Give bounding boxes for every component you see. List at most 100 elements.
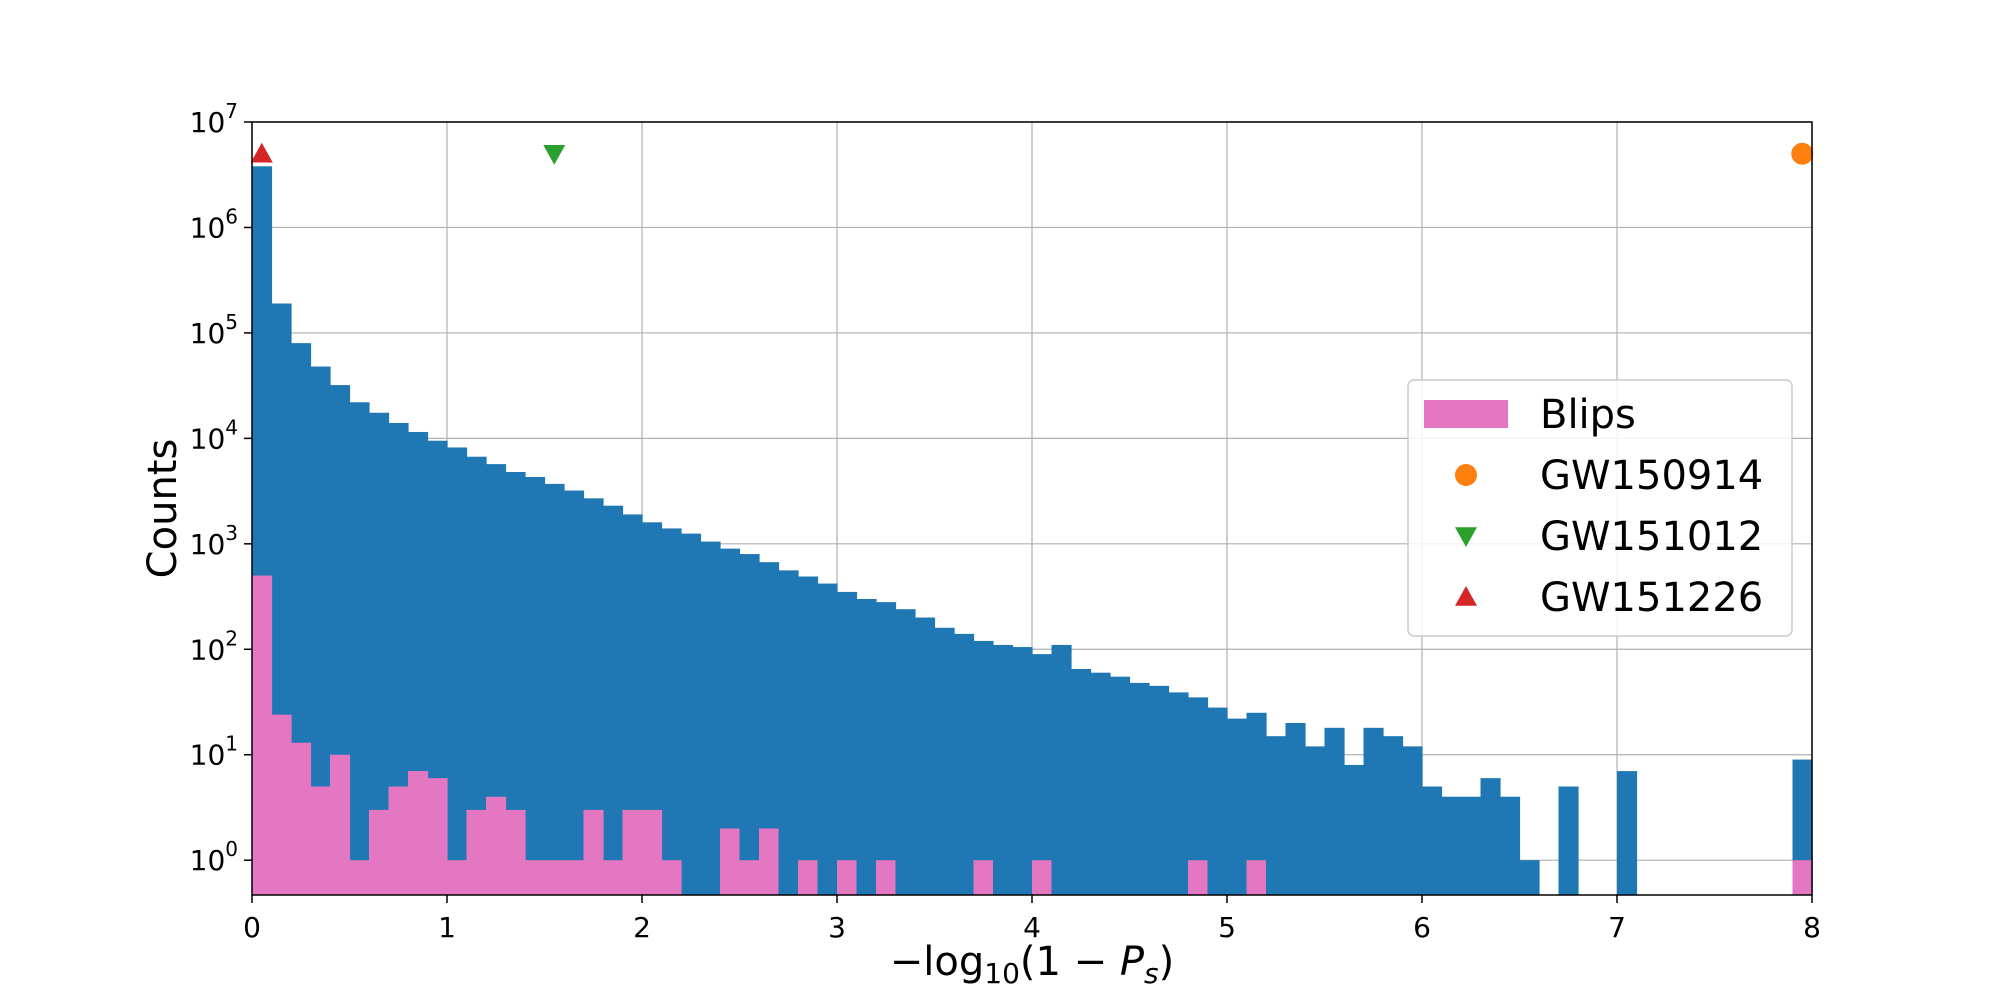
bar-all	[1227, 718, 1248, 895]
bar-all	[778, 570, 799, 895]
bar-all	[1344, 764, 1365, 895]
y-tick-base: 10	[190, 106, 226, 139]
bar-all	[739, 554, 760, 895]
bar-blips	[369, 809, 390, 895]
bar-all	[1558, 786, 1579, 895]
event-marker-gw150914	[1791, 142, 1814, 165]
y-tick-exponent: 5	[225, 310, 238, 334]
bar-all	[661, 528, 682, 895]
y-tick-exponent: 1	[225, 732, 238, 756]
bar-all	[1305, 746, 1326, 895]
bar-all	[1207, 707, 1228, 895]
y-tick-exponent: 7	[225, 99, 238, 123]
bar-all	[1246, 712, 1267, 895]
y-tick-label: 100	[190, 837, 238, 877]
bar-all	[1051, 644, 1072, 895]
x-tick-label: 8	[1803, 911, 1821, 944]
bars-blips-series	[252, 575, 1813, 895]
y-tick-label: 103	[190, 521, 238, 561]
bar-all	[447, 447, 468, 895]
x-tick-label: 5	[1218, 911, 1236, 944]
event-marker-gw151012	[543, 144, 566, 165]
bar-all	[1461, 796, 1482, 895]
bar-all	[1402, 746, 1423, 895]
x-label-post: )	[1159, 939, 1175, 985]
bars-all-series	[252, 166, 1813, 896]
bar-blips	[1032, 860, 1052, 895]
bar-blips	[759, 828, 779, 895]
y-tick-label: 106	[190, 204, 238, 244]
y-tick-base: 10	[190, 739, 226, 772]
bar-all	[583, 498, 604, 895]
bar-all	[622, 514, 643, 895]
x-tick-label: 4	[1023, 911, 1041, 944]
y-tick-base: 10	[190, 633, 226, 666]
y-tick-exponent: 2	[225, 626, 238, 650]
bar-all	[1168, 692, 1189, 895]
x-label-var: P	[1120, 939, 1145, 985]
bar-all	[505, 471, 526, 895]
bar-all	[310, 366, 331, 895]
event-markers	[250, 142, 1814, 165]
bar-all	[1422, 786, 1443, 895]
bar-blips	[388, 786, 409, 895]
bar-blips	[525, 860, 546, 895]
bar-all	[798, 576, 819, 895]
y-tick-label: 104	[190, 415, 238, 455]
bar-all	[876, 602, 897, 895]
y-tick-label: 105	[190, 310, 238, 350]
bar-all	[1129, 682, 1150, 895]
bar-all	[1519, 860, 1540, 895]
bar-all	[1285, 722, 1306, 895]
x-tick-label: 1	[438, 911, 456, 944]
bar-blips	[310, 786, 331, 895]
bar-blips	[876, 860, 896, 895]
bar-blips	[544, 860, 565, 895]
y-tick-base: 10	[190, 528, 226, 561]
bar-all	[349, 402, 370, 895]
y-axis-label: Counts	[140, 439, 186, 579]
x-tick-label: 3	[828, 911, 846, 944]
bar-all	[720, 548, 741, 895]
x-label-pre: −log	[890, 939, 985, 985]
bar-blips	[408, 771, 429, 895]
bar-blips	[739, 860, 759, 895]
x-label-mid: (1 −	[1020, 939, 1120, 985]
bar-blips	[720, 828, 740, 895]
bar-all	[564, 490, 585, 895]
legend-label-gw150914: GW150914	[1540, 453, 1763, 499]
legend-box	[1407, 379, 1793, 637]
bar-all	[759, 562, 780, 895]
bar-all	[466, 456, 487, 895]
y-tick-base: 10	[190, 317, 226, 350]
legend-label-gw151012: GW151012	[1540, 514, 1763, 560]
bar-blips	[427, 778, 448, 895]
bar-all	[993, 644, 1014, 895]
bar-all	[1441, 796, 1462, 895]
y-tick-exponent: 3	[225, 521, 238, 545]
bar-all	[603, 505, 624, 895]
y-tick-label: 107	[190, 99, 238, 139]
bar-blips	[603, 860, 624, 895]
bar-blips	[466, 809, 487, 895]
bar-all	[544, 483, 565, 895]
bar-all	[1110, 676, 1131, 895]
y-tick-base: 10	[190, 844, 226, 877]
bar-all	[642, 522, 663, 895]
bar-all	[525, 477, 546, 895]
bar-blips	[252, 575, 273, 895]
bar-all	[856, 598, 877, 895]
bar-blips	[973, 860, 993, 895]
bar-all	[681, 533, 702, 895]
x-tick-label: 7	[1608, 911, 1626, 944]
bar-all	[954, 633, 975, 895]
bar-all	[973, 640, 994, 895]
bar-blips	[291, 742, 312, 895]
legend-marker-gw151012	[1455, 527, 1477, 547]
y-tick-label: 102	[190, 626, 238, 666]
bar-all	[369, 412, 390, 895]
bar-all	[817, 583, 838, 895]
bar-blips	[349, 860, 370, 895]
bar-blips	[271, 714, 292, 895]
bar-all	[486, 464, 507, 895]
